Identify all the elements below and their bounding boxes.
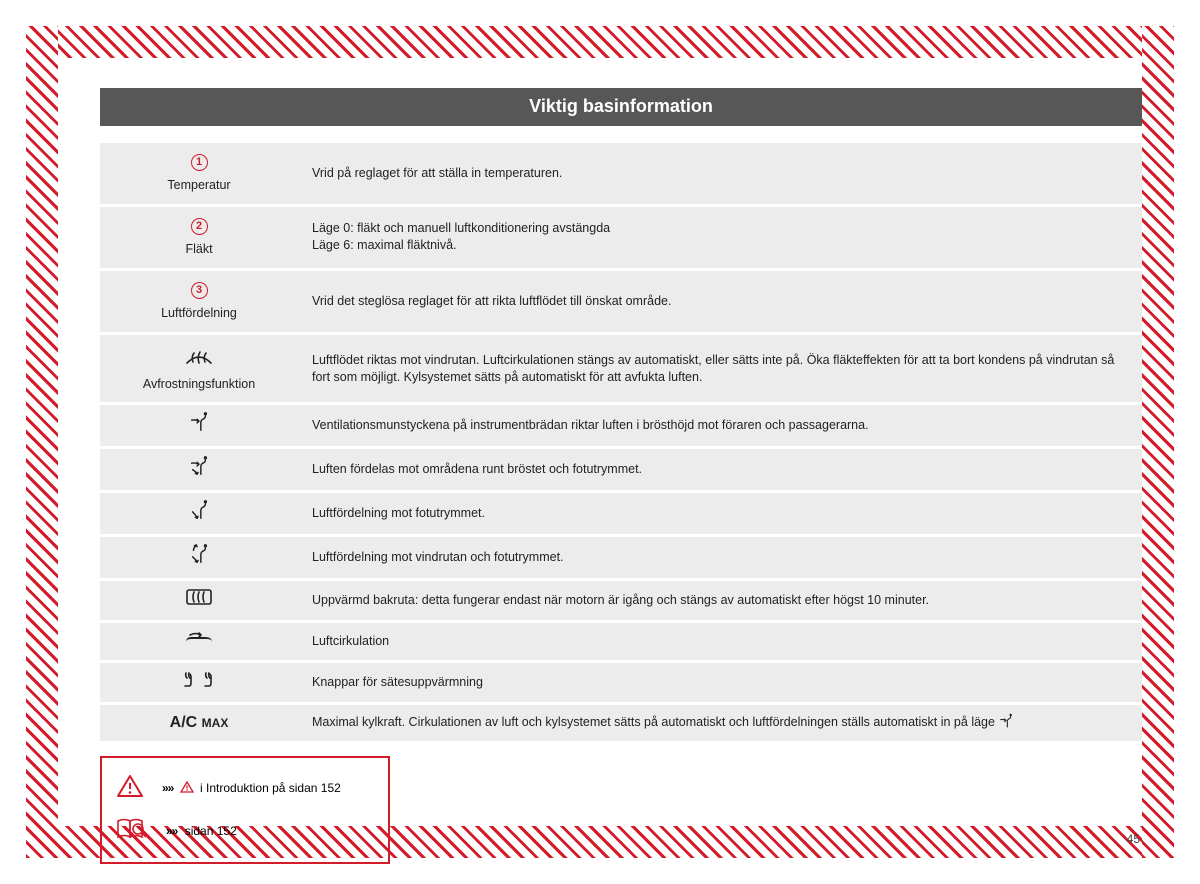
table-row: Knappar för sätesuppvärmning [100, 663, 1142, 702]
section-title: Viktig basinformation [100, 88, 1142, 126]
icon-label: Avfrostningsfunktion [104, 376, 294, 393]
table-row: Luftfördelning mot fotutrymmet. [100, 493, 1142, 534]
reference-row-manual: »» sidan 152 [116, 811, 374, 850]
ac-max-label: A/C MAX [170, 714, 229, 731]
reference-box: »» i Introduktion på sidan 152 [100, 756, 390, 864]
table-row: Luftfördelning mot vindrutan och fotutry… [100, 537, 1142, 578]
icon-label: Fläkt [104, 241, 294, 258]
table-row: Luftcirkulation [100, 623, 1142, 660]
warning-triangle-icon [116, 774, 144, 801]
icon-label: Luftfördelning [104, 305, 294, 322]
circled-number: 1 [191, 154, 208, 171]
icon-cell: Avfrostningsfunktion [100, 335, 298, 403]
description-cell: Luften fördelas mot områdena runt bröste… [298, 449, 1142, 490]
icon-cell [100, 449, 298, 490]
manual-icon [116, 817, 148, 844]
circled-number: 3 [191, 282, 208, 299]
chevrons: »» [162, 781, 173, 795]
description-cell: Läge 0: fläkt och manuell luftkonditione… [298, 207, 1142, 268]
air-chest-icon [188, 411, 210, 435]
description-cell: Maximal kylkraft. Cirkulationen av luft … [298, 705, 1142, 742]
defrost-icon [184, 345, 214, 369]
description-cell: Knappar för sätesuppvärmning [298, 663, 1142, 702]
reference-text-1: i Introduktion på sidan 152 [200, 781, 341, 795]
description-cell: Luftfördelning mot vindrutan och fotutry… [298, 537, 1142, 578]
chevrons: »» [166, 824, 177, 838]
icon-cell [100, 405, 298, 446]
description-cell: Luftcirkulation [298, 623, 1142, 660]
table-row: AvfrostningsfunktionLuftflödet riktas mo… [100, 335, 1142, 403]
icon-cell [100, 623, 298, 660]
table-row: 3 LuftfördelningVrid det steglösa reglage… [100, 271, 1142, 332]
icon-cell: A/C MAX [100, 705, 298, 742]
icon-cell [100, 537, 298, 578]
page: Viktig basinformation 1 TemperaturVrid på… [0, 0, 1200, 884]
seat-heat-icon [181, 669, 217, 691]
icon-cell [100, 663, 298, 702]
description-cell: Vrid det steglösa reglaget för att rikta… [298, 271, 1142, 332]
page-number: 45 [1127, 832, 1140, 846]
icon-cell [100, 493, 298, 534]
air-chest-icon [998, 713, 1014, 734]
air-foot-icon [188, 499, 210, 523]
description-cell: Luftfördelning mot fotutrymmet. [298, 493, 1142, 534]
icon-cell: 3 Luftfördelning [100, 271, 298, 332]
rear-defrost-icon [184, 587, 214, 609]
description-cell: Uppvärmd bakruta: detta fungerar endast … [298, 581, 1142, 620]
reference-row-warning: »» i Introduktion på sidan 152 [116, 768, 374, 807]
description-cell: Vrid på reglaget för att ställa in tempe… [298, 143, 1142, 204]
icon-cell: 2 Fläkt [100, 207, 298, 268]
icon-cell: 1 Temperatur [100, 143, 298, 204]
table-row: A/C MAX Maximal kylkraft. Cirkulationen a… [100, 705, 1142, 742]
circled-number: 2 [191, 218, 208, 235]
info-table: 1 TemperaturVrid på reglaget för att stäl… [100, 140, 1142, 744]
description-cell: Luftflödet riktas mot vindrutan. Luftcir… [298, 335, 1142, 403]
content-area: Viktig basinformation 1 TemperaturVrid på… [100, 88, 1142, 826]
recirculate-icon [182, 629, 216, 649]
description-cell: Ventilationsmunstyckena på instrumentbrä… [298, 405, 1142, 446]
icon-cell [100, 581, 298, 620]
table-row: 1 TemperaturVrid på reglaget för att stäl… [100, 143, 1142, 204]
small-warning-icon [180, 781, 197, 795]
icon-label: Temperatur [104, 177, 294, 194]
air-wind-foot-icon [188, 543, 210, 567]
air-chest-foot-icon [188, 455, 210, 479]
table-row: Ventilationsmunstyckena på instrumentbrä… [100, 405, 1142, 446]
table-row: Uppvärmd bakruta: detta fungerar endast … [100, 581, 1142, 620]
table-row: Luften fördelas mot områdena runt bröste… [100, 449, 1142, 490]
table-row: 2 FläktLäge 0: fläkt och manuell luftkond… [100, 207, 1142, 268]
reference-text-2: sidan 152 [185, 824, 237, 838]
